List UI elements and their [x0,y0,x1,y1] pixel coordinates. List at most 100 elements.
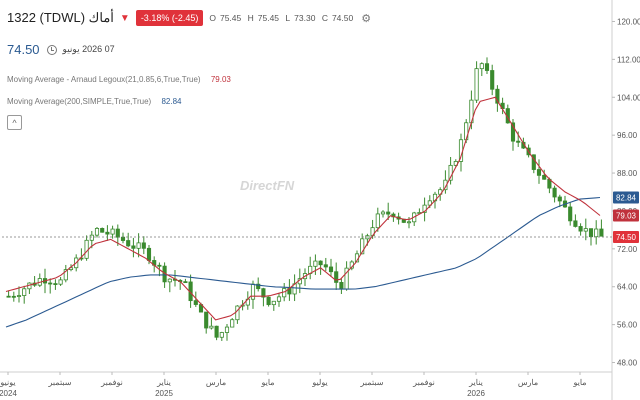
candle-body [536,169,542,176]
candle-body [271,300,276,306]
indicator-sma-value: 82.84 [161,97,182,106]
candle-body [167,278,172,283]
price-badge-label: 74.50 [616,233,637,242]
price-badge-box [613,231,639,243]
price-badge-box [613,209,639,222]
candle-body [318,260,323,266]
x-tick-label: سبتمبر [360,378,384,387]
x-tick-label: مايو [572,378,586,387]
x-tick-label: مارس [518,378,538,387]
ohlc-low-key: L [285,13,291,23]
candle-body [573,220,578,227]
watermark: DirectFN [240,178,295,193]
candle-body [495,88,500,104]
ohlc-high-key: H [247,13,254,23]
candle-body [328,266,334,273]
candle-body [94,228,100,236]
gear-icon[interactable]: ⚙ [361,12,372,25]
x-year-label: 2026 [467,389,485,398]
x-year-label: 2024 [0,389,17,398]
ticker-label[interactable]: 1322 (TDWL) أماك [7,10,114,25]
candle-body [224,326,230,333]
candle-body [375,213,380,229]
candle-body [256,283,261,290]
x-tick-label: نوفمبر [100,378,123,387]
ohlc-close-key: C [321,13,328,23]
candle-body [84,239,89,259]
candle-body [63,269,68,281]
candle-body [516,140,521,143]
candle-body [250,283,256,300]
candle-body [427,200,432,206]
y-tick-label: 112.00 [617,55,640,64]
candle-body [583,228,588,232]
clock-icon [46,44,57,55]
candle-body [448,164,453,181]
price-badge-alma: 79.03 [613,209,639,222]
alma-line [5,96,601,321]
y-tick-label: 64.00 [617,283,638,292]
x-year-label: 2025 [155,389,173,398]
indicator-alma[interactable]: Moving Average - Arnaud Legoux(21,0.85,6… [7,75,231,84]
last-price: 74.50 [7,42,40,57]
ohlc-open-key: O [209,13,216,23]
candle-body [146,247,152,261]
candles [6,57,604,341]
candle-body [209,325,214,329]
indicator-sma[interactable]: Moving Average(200,SIMPLE,True,True) 82.… [7,97,181,106]
ohlc-low-value: 73.30 [294,13,316,23]
candle-body [219,332,224,338]
price-badge-label: 79.03 [616,212,637,221]
candle-body [100,228,105,233]
x-tick-label: يناير [468,378,483,387]
price-badge-box [613,191,639,204]
candle-body [474,68,479,101]
candle-body [261,288,266,298]
candle-body [406,221,412,224]
x-tick-label: مايو [260,378,274,387]
candle-body [48,282,53,285]
candle-body [599,228,604,237]
candle-body [490,70,495,90]
candle-body [115,228,120,238]
x-tick-label: يناير [156,378,171,387]
price-badge-label: 82.84 [616,193,637,202]
y-tick-label: 48.00 [617,359,638,368]
y-tick-label: 88.00 [617,169,638,178]
price-badge-sma: 82.84 [613,191,639,204]
candle-body [552,187,557,198]
candle-body [136,242,141,249]
candle-body [22,288,27,296]
x-tick-label: يونيو [0,378,16,387]
y-tick-label: 96.00 [617,131,638,140]
down-triangle-icon: ▼ [119,12,130,24]
candle-body [422,204,427,213]
candle-body [11,295,16,298]
candle-body [588,228,594,238]
candle-body [557,196,562,202]
indicator-alma-value: 79.03 [210,75,231,84]
ohlc-high-value: 75.45 [257,13,280,23]
candle-body [183,281,188,284]
price-row: 74.50 07 2026 يونيو [7,42,115,57]
candle-body [235,305,240,321]
x-tick-label: مارس [206,378,226,387]
x-tick-label: سبتمبر [48,378,72,387]
symbol-header: 1322 (TDWL) أماك ▼ -3.18% (-2.45) O 75.45… [7,6,371,30]
candle-body [334,271,339,283]
candle-body [89,234,94,241]
candle-body [58,279,63,285]
candle-body [313,260,318,267]
candle-body [193,300,198,305]
collapse-caret-icon[interactable]: ^ [7,115,22,130]
candle-body [266,296,271,306]
candle-body [16,295,22,297]
candle-body [276,296,282,302]
candle-body [6,295,11,298]
ohlc-close-value: 74.50 [331,13,354,23]
indicator-sma-label: Moving Average(200,SIMPLE,True,True) [7,97,152,106]
x-tick-label: نوفمبر [412,378,435,387]
y-tick-label: 120.00 [617,17,640,26]
candle-body [157,264,162,267]
